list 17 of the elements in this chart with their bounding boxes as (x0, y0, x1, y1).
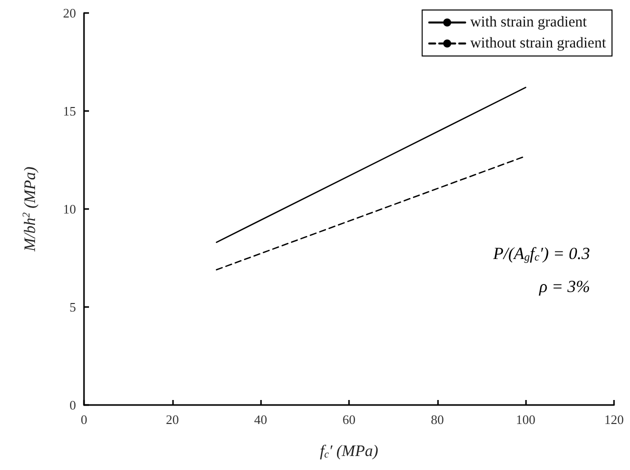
y-tick-label: 20 (63, 6, 76, 20)
y-tick-label: 15 (63, 104, 76, 118)
x-tick-label: 0 (80, 412, 88, 427)
x-tick-label: 80 (430, 412, 444, 427)
y-tick-label: 0 (70, 398, 76, 412)
y-tick-label: 5 (70, 300, 76, 314)
x-tick-label: 40 (254, 412, 268, 427)
annotation: ρ = 3% (538, 277, 590, 296)
legend-label: with strain gradient (470, 14, 588, 30)
x-tick-label: 100 (516, 412, 536, 427)
x-tick-label: 20 (166, 412, 179, 427)
y-axis-title: M/bh2 (MPa) (21, 166, 39, 252)
x-tick-label: 120 (604, 412, 624, 427)
y-tick-label: 10 (63, 202, 76, 216)
annotation: P/(Agfc′) = 0.3 (492, 244, 590, 264)
x-tick-label: 60 (342, 412, 356, 427)
legend-label: without strain gradient (470, 36, 607, 52)
